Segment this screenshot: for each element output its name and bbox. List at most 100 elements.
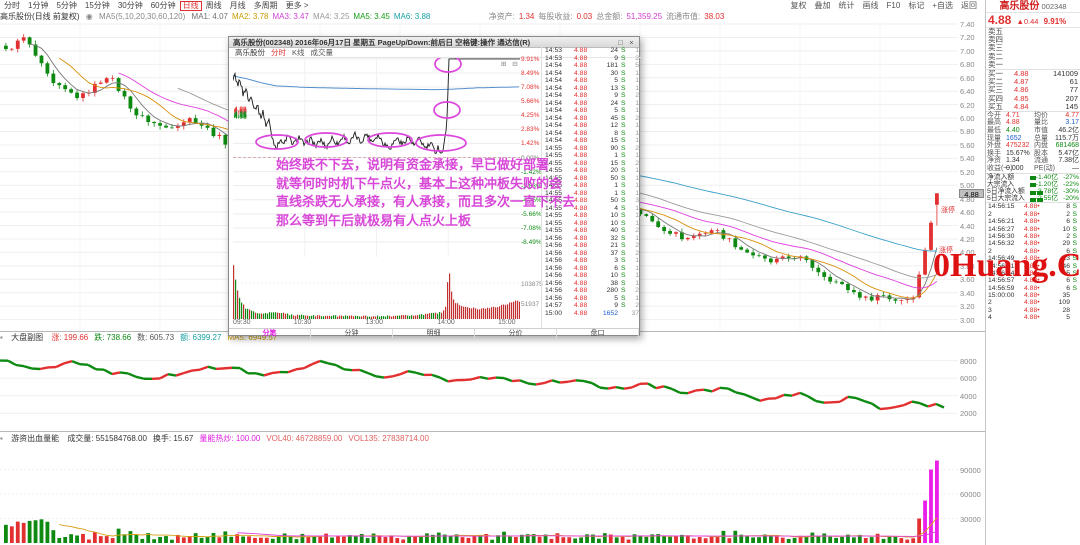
stat-value: 4.77 [1065, 111, 1079, 119]
tick-side: S [621, 92, 626, 99]
tool-button-叠加[interactable]: 叠加 [814, 1, 831, 10]
flow-label: 5日净流入额 [987, 188, 1025, 195]
period-button-月线[interactable]: 月线 [229, 1, 246, 10]
axis-price-label: 5.00 [960, 181, 975, 191]
tick-side: S [621, 212, 626, 219]
tick-price: 4.88 [574, 129, 588, 137]
level-label: 买三 [988, 85, 1003, 95]
tick-count: 1 [635, 137, 639, 144]
stat-row: 净资 1.34 流通 7.38亿 [986, 157, 1080, 165]
tick-volume: 9 [614, 92, 618, 99]
popup-tick-row: 14:57 4.88 9 S 2 [542, 302, 641, 310]
tick-count: 1 [635, 69, 639, 77]
tool-button-复权[interactable]: 复权 [790, 1, 807, 10]
tick-volume: 9 [614, 302, 618, 309]
tick-row: 14:56:15 4.88• 8 S [986, 203, 1080, 210]
tick-price: 4.88 [574, 84, 588, 92]
popup-bottom-tab-分钟[interactable]: 分钟 [311, 329, 393, 338]
tick-price: 4.88• [1024, 247, 1040, 255]
minimize-icon[interactable]: □ [618, 38, 623, 47]
popup-tick-row: 14:55 4.88 10 S 1 [542, 212, 641, 220]
tick-price: 4.88 [574, 99, 588, 107]
popup-bottom-tab-分笔[interactable]: 分笔 [229, 329, 311, 338]
indicator-value: VOL40: 46728859.00 [266, 434, 343, 443]
tool-button-统计[interactable]: 统计 [838, 1, 855, 10]
tick-side: S [1072, 255, 1077, 263]
period-toolbar: 分时 1分钟 5分钟 15分钟 30分钟 60分钟 日线 周线 月线 多周期 更多 > 复权 叠加 统计… [0, 0, 985, 11]
popup-tick-row: 14:56 4.88 38 S 1 [542, 280, 641, 288]
stat-value: 475232 [1006, 142, 1030, 150]
tick-row: 14:56:21 4.88• 6 S [986, 218, 1080, 225]
stat-value: 4.88 [1006, 119, 1020, 127]
tick-time: 14:53 [545, 47, 563, 54]
axis-price-label: 4.80 [960, 194, 975, 204]
stat-value: — [1072, 165, 1079, 173]
tick-price: 4.88• [1024, 299, 1040, 307]
tick-price: 4.88 [574, 257, 588, 264]
period-button-15分钟[interactable]: 15分钟 [84, 1, 110, 10]
period-button-日线[interactable]: 日线 [179, 1, 202, 11]
popup-pct-axis-label: -8.49% [521, 238, 542, 246]
tool-button-F10[interactable]: F10 [886, 1, 901, 10]
tick-count: 3 [635, 197, 639, 204]
tick-side: S [621, 242, 626, 249]
tick-time: 14:56 [545, 264, 563, 272]
ma-label: MA1: 4.07 [191, 12, 228, 21]
stat-value: 38.03 [704, 12, 725, 21]
period-button-更多 >[interactable]: 更多 > [285, 1, 309, 10]
buy-level-row: 买三 4.86 77 [986, 86, 1080, 94]
tick-volume: 10 [1062, 225, 1070, 233]
popup-bottom-tab-盘口[interactable]: 盘口 [557, 329, 639, 338]
tick-side: S [621, 204, 626, 212]
tick-volume: 5 [614, 107, 618, 114]
close-icon[interactable]: × [629, 38, 634, 47]
quote-panel: 高乐股份 002348 4.88 ▲0.44 9.91% 卖五 卖四 卖三 卖二 卖一 … [985, 0, 1080, 545]
period-button-分时[interactable]: 分时 [4, 1, 20, 10]
tick-volume: 6 [614, 264, 618, 272]
tick-price: 4.88 [574, 47, 588, 54]
period-button-60分钟[interactable]: 60分钟 [150, 1, 176, 10]
tick-volume: 3 [614, 257, 618, 264]
period-button-5分钟[interactable]: 5分钟 [56, 1, 77, 10]
tool-button-标记[interactable]: 标记 [908, 1, 925, 10]
tick-side: S [621, 182, 626, 189]
tick-time: 14:55 [545, 197, 563, 204]
period-button-1分钟[interactable]: 1分钟 [28, 1, 49, 10]
popup-bottom-tab-明细[interactable]: 明细 [393, 329, 475, 338]
popup-tab-K线[interactable]: K线 [292, 48, 305, 57]
buy-level-row: 买一 4.88 141009 [986, 69, 1080, 78]
popup-tab-分时[interactable]: 分时 [271, 48, 286, 57]
tool-button-返回[interactable]: 返回 [961, 1, 977, 10]
popup-title-bar[interactable]: 高乐股份(002348) 2016年06月17日 星期五 PageUp/Down… [229, 37, 639, 48]
tick-time: 14:56 [545, 257, 563, 264]
popup-pct-axis-label: -5.66% [521, 210, 542, 218]
tick-side: S [621, 272, 626, 279]
tick-side: S [1072, 277, 1077, 285]
tick-price: 4.88 [574, 287, 588, 294]
tick-time: 14:56:49 [988, 255, 1015, 263]
period-button-30分钟[interactable]: 30分钟 [117, 1, 143, 10]
popup-price-axis-label: 4.57 [234, 109, 247, 117]
intraday-line-chart [233, 58, 520, 257]
popup-tab-高乐股份[interactable]: 高乐股份 [235, 48, 265, 57]
zoom-icons[interactable]: ⊞ ⊟ [501, 61, 520, 68]
stat-value: 0.03 [576, 12, 593, 21]
stat-value: 15.67% [1006, 149, 1030, 157]
popup-tab-成交量[interactable]: 成交量 [310, 48, 334, 57]
popup-bottom-tab-分价[interactable]: 分价 [475, 329, 557, 338]
period-button-多周期[interactable]: 多周期 [253, 1, 278, 10]
period-button-周线[interactable]: 周线 [205, 1, 222, 10]
tick-volume: 6 [1066, 277, 1070, 285]
tick-time: 14:54 [545, 114, 563, 122]
axis-price-label: 5.20 [960, 167, 975, 177]
toolbar-tools: 复权 叠加 统计 画线 F10 标记 +自选 返回 [787, 0, 981, 11]
tick-time: 14:56 [545, 272, 563, 279]
axis-price-label: 7.00 [960, 46, 975, 56]
tool-button-画线[interactable]: 画线 [862, 1, 879, 10]
tick-count: 1 [635, 294, 639, 302]
tool-button-+自选[interactable]: +自选 [932, 1, 953, 10]
tick-side: S [621, 69, 626, 77]
level-volume: 145 [1065, 101, 1078, 111]
tick-side: S [1072, 262, 1077, 270]
tick-time: 15:00 [545, 309, 563, 317]
